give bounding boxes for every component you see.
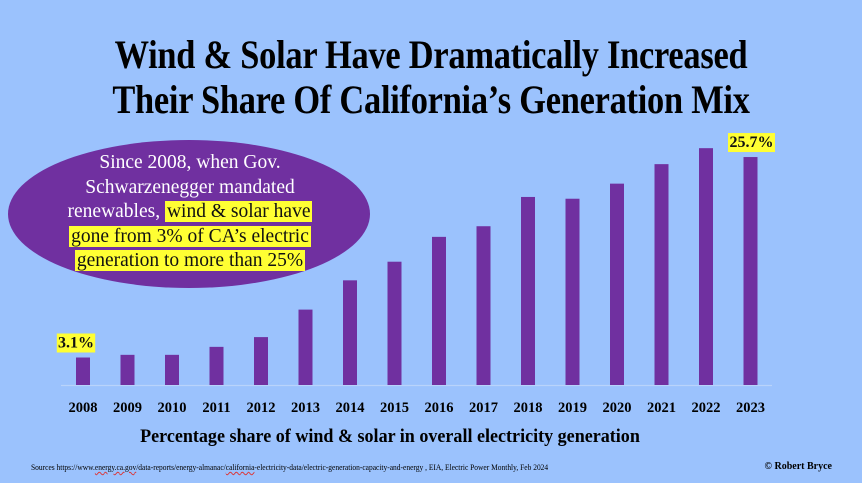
x-tick-label: 2017 [469,400,498,416]
x-tick-label: 2015 [380,400,409,416]
bar-2022 [699,148,713,385]
callout-plain: renewables, [67,201,165,222]
callout-highlight-3: generation to more than 25% [74,250,306,271]
callout-line-4: gone from 3% of CA’s electric [40,225,340,250]
data-label-2008: 3.1% [56,333,96,353]
bar-2020 [610,183,624,385]
sources-url-domain: energy.ca.gov [94,462,137,472]
x-tick-label: 2018 [514,400,543,416]
x-tick-label: 2022 [692,400,721,416]
callout-line-1: Since 2008, when Gov. [99,152,281,173]
sources-prefix: Sources [31,462,57,472]
bar-2018 [521,196,535,385]
bar-2019 [565,198,580,385]
x-axis-label: Percentage share of wind & solar in over… [140,426,640,447]
sources-url-rest: -electricity-data/electric-generation-ca… [254,462,549,472]
data-label-2023: 25.7% [728,133,775,153]
x-tick-label: 2016 [425,400,454,416]
bar-2011 [209,346,224,385]
x-tick-label: 2011 [202,400,230,416]
bar-2016 [432,236,446,385]
callout-highlight-1: wind & solar have [164,201,313,222]
chart-title: Wind & Solar Have Dramatically Increased… [60,32,801,122]
bar-2021 [654,164,669,385]
callout-line-3: renewables, wind & solar have [40,200,340,225]
bar-2017 [476,226,491,385]
copyright: © Robert Bryce [764,461,832,472]
x-tick-label: 2010 [158,400,187,416]
x-tick-label: 2013 [291,400,320,416]
bar-2009 [120,354,135,385]
data-label-text: 25.7% [730,134,774,151]
callout-line-2: Schwarzenegger mandated [85,176,295,198]
x-tick-label: 2019 [558,400,587,416]
bar-2013 [298,309,313,385]
callout-highlight-2: gone from 3% of CA’s electric [69,225,311,247]
data-label-text: 3.1% [58,335,94,352]
callout-line-5: generation to more than 25% [40,249,340,274]
data-label-highlight [56,333,96,353]
x-tick-label: 2021 [647,400,676,416]
bar-2014 [343,280,357,385]
sources-url-part: california [225,462,255,472]
x-tick-label: 2014 [336,400,365,416]
callout-text: Since 2008, when Gov. Schwarzenegger man… [40,151,340,274]
sources-url-part: https://www. [56,462,95,472]
bar-2012 [254,337,268,385]
bar-2008 [76,357,90,385]
bar-2015 [387,261,402,385]
chart-title-line-2: Their Share Of California’s Generation M… [112,77,750,122]
data-label-highlight [728,133,775,153]
x-tick-label: 2009 [113,400,142,416]
chart-title-line-1: Wind & Solar Have Dramatically Increased [114,32,748,77]
bar-2010 [165,354,179,385]
sources-note: Sources https://www.energy.ca.gov/data-r… [31,462,548,472]
x-tick-label: 2020 [603,400,632,416]
x-tick-label: 2008 [69,400,98,416]
x-tick-label: 2023 [736,400,765,416]
bar-2023 [743,157,758,385]
x-tick-label: 2012 [247,400,276,416]
sources-url-part: /data-reports/energy-almanac/ [136,462,226,472]
